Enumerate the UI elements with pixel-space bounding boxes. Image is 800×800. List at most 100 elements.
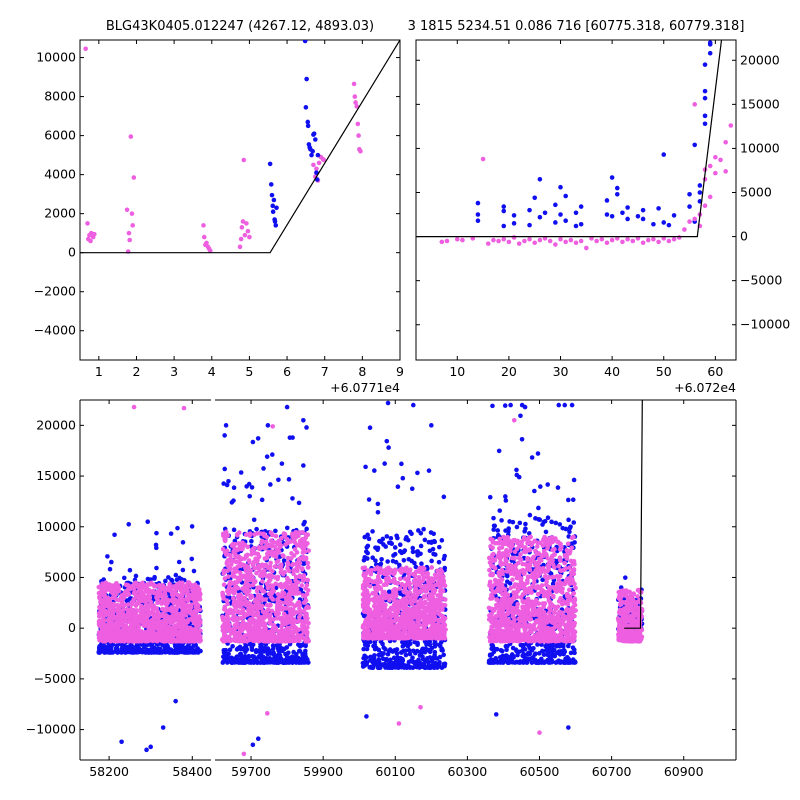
data-point [640, 240, 646, 246]
dense-block-2 [360, 425, 448, 671]
data-point [232, 574, 237, 579]
data-point [301, 556, 307, 562]
data-point [283, 638, 288, 644]
data-point [110, 609, 115, 615]
data-point [266, 612, 271, 618]
data-point [150, 623, 155, 629]
data-point [105, 617, 111, 623]
data-point [247, 533, 253, 538]
data-point [246, 481, 252, 487]
data-point [267, 577, 273, 583]
data-point [300, 542, 305, 548]
data-point [406, 659, 412, 665]
data-point [290, 607, 296, 612]
data-point [103, 633, 108, 639]
data-point [279, 535, 284, 541]
data-point [400, 475, 406, 481]
data-point [255, 637, 261, 643]
data-point [265, 574, 270, 579]
data-point [151, 648, 157, 654]
data-point [243, 553, 249, 558]
data-point [383, 544, 389, 549]
axes-frame [415, 39, 737, 361]
data-point [222, 576, 228, 581]
data-point [223, 423, 229, 428]
data-point [436, 662, 442, 668]
data-point [114, 602, 120, 608]
data-point [431, 551, 436, 557]
data-point [383, 602, 388, 608]
data-point [444, 238, 450, 244]
data-point [407, 651, 413, 657]
data-point [241, 157, 247, 163]
data-point [400, 644, 406, 649]
x-tick-label: 30 [553, 364, 569, 379]
data-point [154, 565, 159, 571]
data-point [281, 553, 286, 559]
data-point [123, 632, 129, 638]
dense-block-0 [96, 519, 203, 655]
data-point [251, 517, 257, 523]
data-point [242, 636, 248, 642]
data-point [270, 452, 275, 457]
data-point [156, 631, 162, 636]
model-line [416, 40, 723, 238]
data-point [418, 543, 424, 549]
data-point [362, 554, 368, 560]
data-point [270, 643, 276, 648]
data-point [414, 648, 420, 654]
data-point [249, 647, 255, 653]
data-point [271, 197, 277, 203]
data-point [697, 183, 703, 188]
data-point [437, 544, 442, 550]
data-point [295, 543, 300, 548]
data-point [254, 648, 259, 654]
data-point [398, 650, 404, 655]
data-point [108, 635, 114, 640]
data-point [122, 602, 128, 608]
x-tick-label: 3 [170, 364, 178, 379]
data-point [299, 566, 305, 571]
data-point [257, 564, 263, 570]
data-point [272, 544, 278, 550]
data-point [248, 568, 254, 573]
data-point [687, 204, 692, 209]
data-point [278, 606, 283, 612]
data-point [304, 611, 309, 617]
data-point [142, 605, 148, 611]
data-point [263, 539, 269, 545]
data-point [656, 206, 661, 211]
data-point [298, 556, 303, 561]
data-point [723, 169, 728, 174]
data-point [260, 579, 265, 584]
data-point [96, 649, 102, 654]
data-point [230, 643, 235, 649]
data-point [221, 648, 227, 653]
data-point [620, 239, 625, 245]
data-point [651, 236, 656, 242]
data-point [281, 558, 287, 563]
data-point [131, 404, 137, 410]
data-point [273, 581, 279, 587]
data-point [355, 121, 361, 127]
x-tick-label: 7 [321, 364, 329, 379]
data-point [511, 235, 517, 240]
data-point [266, 549, 271, 555]
y-tick-label: 20000 [740, 52, 780, 67]
data-point [258, 644, 263, 650]
data-point [103, 612, 108, 618]
data-point [418, 530, 424, 536]
data-point [397, 542, 403, 548]
data-point [305, 123, 311, 129]
data-point [301, 537, 307, 542]
data-point [125, 610, 131, 616]
data-point [351, 81, 357, 87]
data-point [207, 248, 213, 254]
data-point [432, 539, 438, 545]
data-point [186, 608, 192, 613]
data-point [429, 565, 435, 570]
data-point [107, 582, 113, 588]
